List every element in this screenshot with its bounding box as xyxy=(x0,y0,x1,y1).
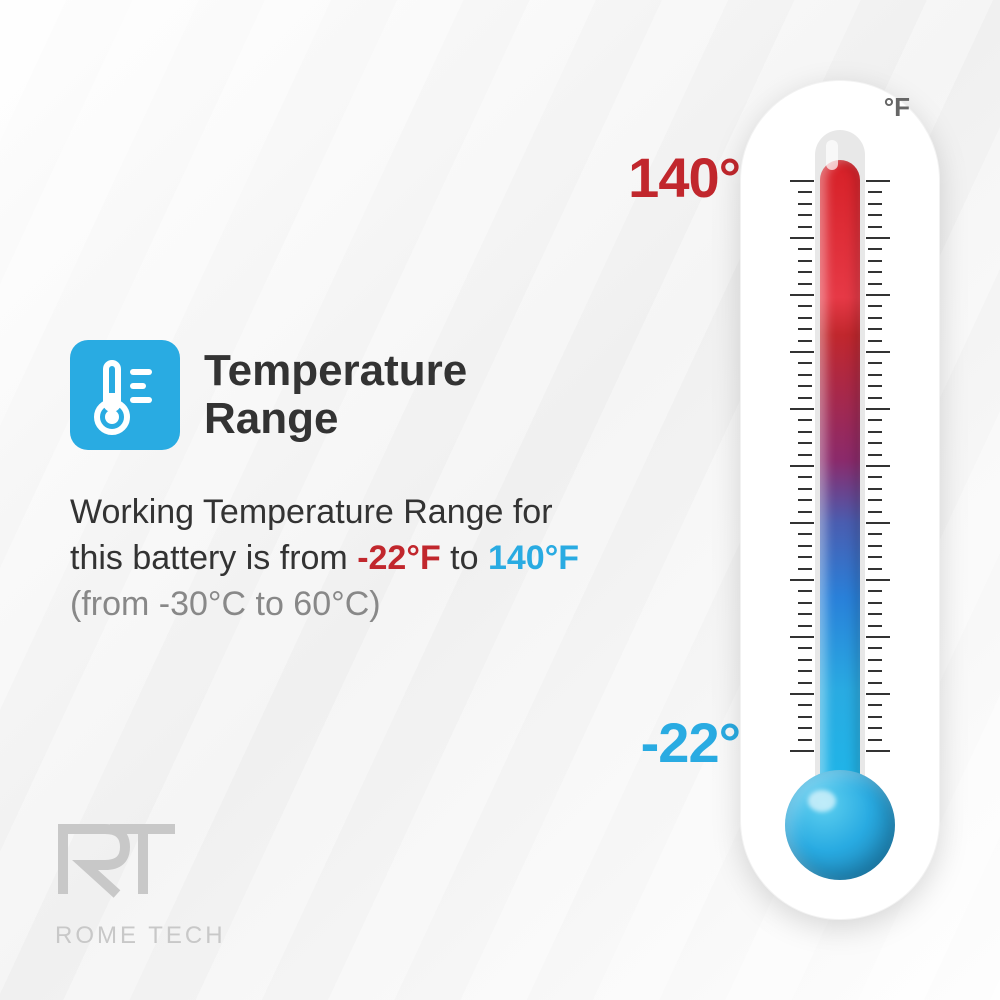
thermometer-ticks xyxy=(790,180,890,750)
thermometer-icon xyxy=(90,355,160,435)
desc-mid: to xyxy=(441,539,488,577)
desc-low-temp: -22°F xyxy=(357,539,441,577)
unit-label: °F xyxy=(884,92,910,123)
desc-celsius: (from -30°C to 60°C) xyxy=(70,585,381,623)
title: Temperature Range xyxy=(204,347,590,444)
header-row: Temperature Range xyxy=(70,340,590,450)
high-temp-label: 140° xyxy=(628,145,740,210)
temperature-icon-box xyxy=(70,340,180,450)
thermometer: °F xyxy=(740,80,940,920)
bulb-highlight xyxy=(808,790,836,812)
brand-logo: ROME TECH xyxy=(55,819,226,950)
thermometer-bulb xyxy=(785,770,895,880)
high-temp-marker: 140° xyxy=(628,145,740,210)
tube-highlight xyxy=(826,140,838,170)
low-temp-marker: -22° xyxy=(641,710,740,775)
content-left: Temperature Range Working Temperature Ra… xyxy=(70,340,590,628)
desc-high-temp: 140°F xyxy=(488,539,579,577)
logo-mark-icon xyxy=(55,819,195,909)
description: Working Temperature Range for this batte… xyxy=(70,490,590,628)
logo-name: ROME TECH xyxy=(55,922,226,950)
low-temp-label: -22° xyxy=(641,710,740,775)
thermometer-inner xyxy=(770,120,910,880)
